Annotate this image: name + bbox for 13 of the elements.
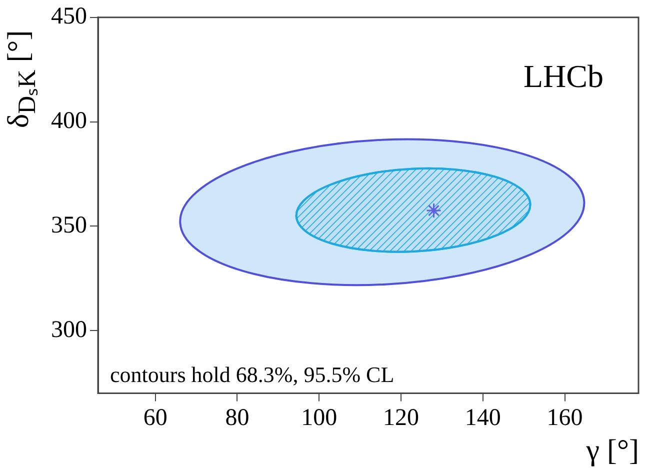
y-tick-label: 350 [51, 212, 87, 238]
y-tick-label: 450 [51, 4, 87, 30]
x-tick-label: 100 [301, 404, 338, 431]
x-tick-label: 60 [143, 404, 168, 431]
x-axis-title: γ [°] [586, 434, 639, 468]
x-tick-label: 160 [546, 404, 583, 431]
annotation: LHCb [524, 58, 604, 94]
x-tick-label: 80 [225, 404, 250, 431]
annotation: contours hold 68.3%, 95.5% CL [110, 362, 394, 387]
y-tick-label: 300 [51, 316, 87, 343]
y-tick-label: 400 [51, 108, 87, 134]
x-tick-label: 140 [464, 404, 501, 431]
x-tick-label: 120 [383, 404, 420, 431]
